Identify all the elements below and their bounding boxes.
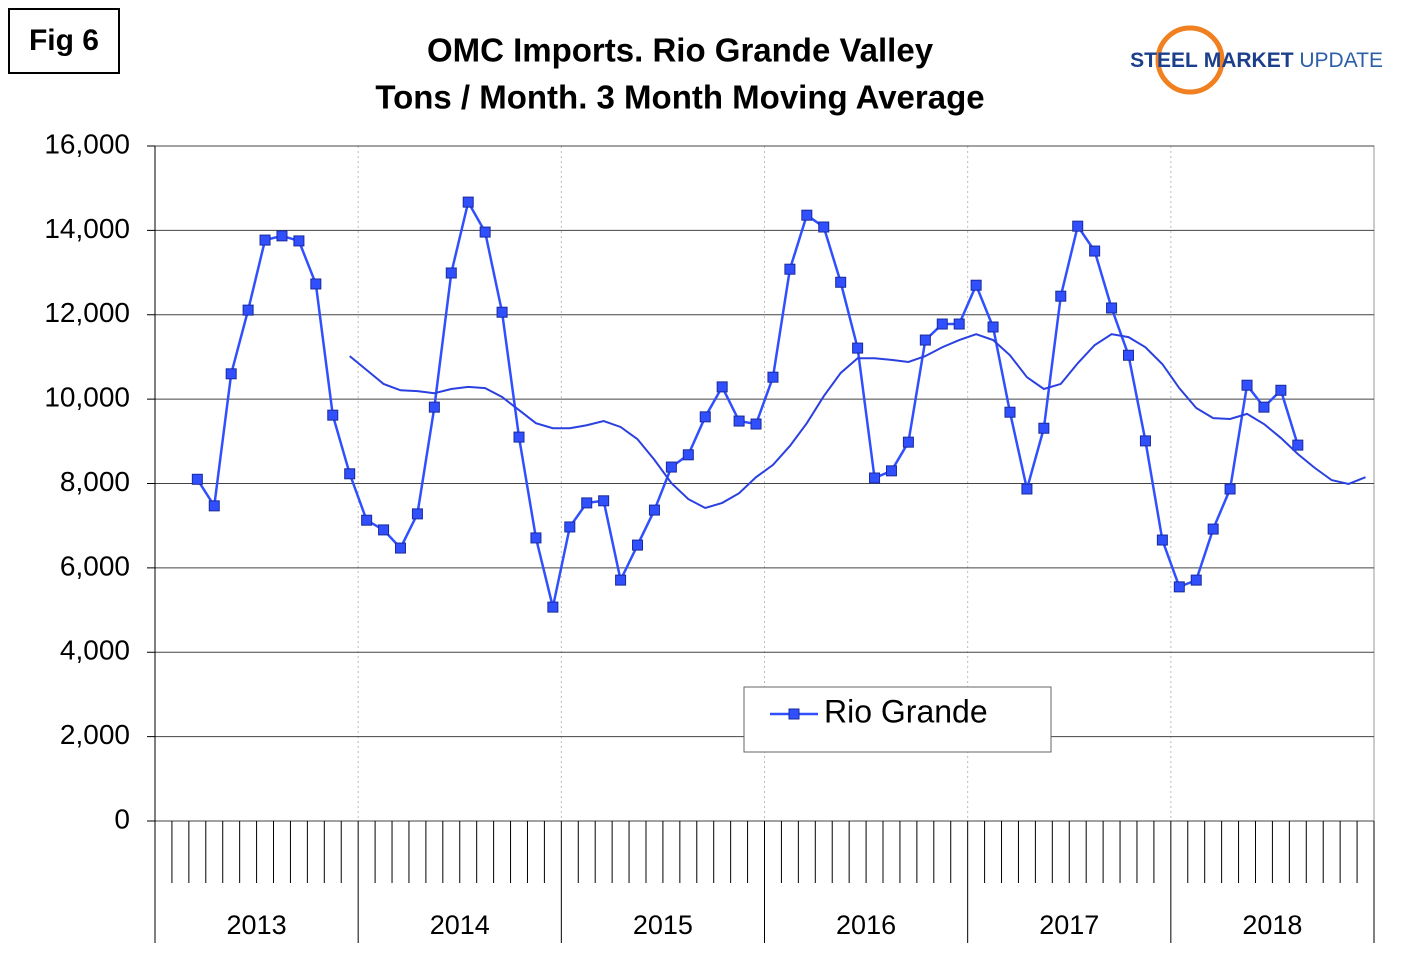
marker (598, 495, 610, 507)
marker (1004, 406, 1016, 418)
x-group-label: 2015 (633, 910, 693, 940)
marker (411, 508, 423, 520)
marker (293, 235, 305, 247)
marker (699, 411, 711, 423)
marker (801, 209, 813, 221)
marker (1207, 523, 1219, 535)
marker (936, 318, 948, 330)
x-group-label: 2016 (836, 910, 896, 940)
y-tick-label: 6,000 (60, 550, 130, 581)
marker (462, 196, 474, 208)
marker (919, 334, 931, 346)
marker (428, 401, 440, 413)
logo-word: UPDATE (1299, 49, 1383, 72)
marker (1072, 220, 1084, 232)
marker (885, 465, 897, 477)
marker (1258, 401, 1270, 413)
marker (784, 263, 796, 275)
logo-word: MARKET (1204, 49, 1294, 72)
marker (682, 449, 694, 461)
marker (242, 304, 254, 316)
marker (1173, 581, 1185, 593)
marker (1156, 534, 1168, 546)
marker (632, 539, 644, 551)
y-tick-label: 16,000 (44, 128, 130, 159)
marker (564, 521, 576, 533)
marker (716, 381, 728, 393)
marker (1275, 384, 1287, 396)
marker (733, 415, 745, 427)
marker (665, 461, 677, 473)
marker (1123, 349, 1135, 361)
marker (750, 418, 762, 430)
marker (191, 473, 203, 485)
marker (445, 267, 457, 279)
x-group-label: 2014 (430, 910, 490, 940)
marker (344, 468, 356, 480)
marker (869, 472, 881, 484)
marker (496, 306, 508, 318)
marker (767, 371, 779, 383)
marker (208, 500, 220, 512)
marker (1224, 483, 1236, 495)
marker (479, 226, 491, 238)
marker (1055, 290, 1067, 302)
y-tick-label: 0 (114, 803, 130, 834)
marker (1021, 483, 1033, 495)
marker (225, 368, 237, 380)
chart-title: OMC Imports. Rio Grande Valley (427, 32, 934, 69)
marker (259, 234, 271, 246)
y-tick-label: 14,000 (44, 213, 130, 244)
marker (581, 497, 593, 509)
marker (310, 278, 322, 290)
marker (361, 514, 373, 526)
marker (818, 221, 830, 233)
x-group-label: 2013 (227, 910, 287, 940)
x-group-label: 2018 (1242, 910, 1302, 940)
x-group-label: 2017 (1039, 910, 1099, 940)
marker (547, 601, 559, 613)
marker (513, 431, 525, 443)
logo-swoosh (1155, 25, 1225, 95)
y-tick-label: 2,000 (60, 719, 130, 750)
y-tick-label: 10,000 (44, 382, 130, 413)
legend-label: Rio Grande (824, 693, 988, 729)
y-tick-label: 4,000 (60, 635, 130, 666)
marker (1089, 245, 1101, 257)
marker (327, 409, 339, 421)
marker (378, 524, 390, 536)
fig-box (8, 8, 120, 74)
marker (953, 318, 965, 330)
y-tick-label: 8,000 (60, 466, 130, 497)
marker (902, 436, 914, 448)
marker (1139, 435, 1151, 447)
marker (852, 342, 864, 354)
marker (530, 532, 542, 544)
marker (1190, 574, 1202, 586)
marker (1241, 379, 1253, 391)
fig-label: Fig 6 (29, 24, 99, 57)
marker (987, 321, 999, 333)
marker (615, 574, 627, 586)
marker (276, 230, 288, 242)
logo: STEEL MARKET UPDATE (1130, 49, 1383, 72)
logo-word: STEEL (1130, 49, 1198, 72)
series-line (349, 333, 1366, 510)
marker (835, 276, 847, 288)
marker (648, 504, 660, 516)
legend-marker (788, 708, 800, 720)
marker (1038, 422, 1050, 434)
marker (1292, 439, 1304, 451)
marker (394, 542, 406, 554)
marker (970, 279, 982, 291)
marker (1106, 302, 1118, 314)
chart-title: Tons / Month. 3 Month Moving Average (375, 79, 984, 116)
y-tick-label: 12,000 (44, 297, 130, 328)
